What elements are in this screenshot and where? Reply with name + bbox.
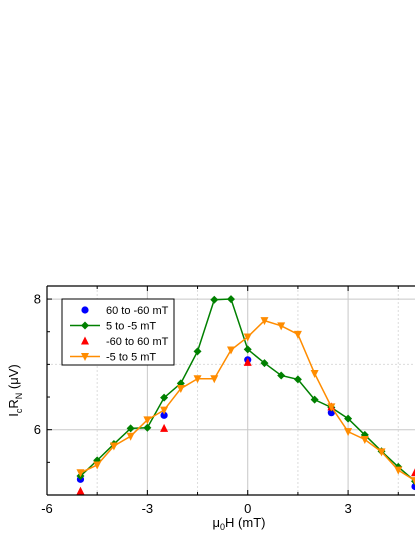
data-point bbox=[277, 371, 286, 380]
data-point bbox=[227, 295, 235, 304]
data-point bbox=[243, 345, 252, 354]
data-point bbox=[126, 432, 135, 441]
data-point bbox=[193, 375, 202, 384]
data-point bbox=[76, 469, 85, 478]
legend-item: 5 to -5 mT bbox=[70, 321, 156, 333]
data-point bbox=[227, 346, 235, 355]
legend-item: -60 to 60 mT bbox=[81, 336, 169, 348]
series-5-to-5-mT bbox=[76, 317, 415, 486]
data-point bbox=[411, 482, 415, 491]
data-point bbox=[260, 359, 269, 368]
legend-marker bbox=[81, 336, 89, 345]
series-60-to-60-mT bbox=[76, 357, 415, 495]
legend-label: 60 to -60 mT bbox=[106, 305, 169, 317]
data-point bbox=[377, 448, 386, 457]
y-tick-label: 6 bbox=[34, 422, 41, 437]
data-point bbox=[293, 330, 302, 339]
y-axis-label: IcRN (μV) bbox=[6, 364, 24, 416]
x-tick-label: -3 bbox=[142, 501, 154, 516]
data-point bbox=[160, 406, 169, 415]
data-point bbox=[293, 375, 302, 384]
legend-label: -60 to 60 mT bbox=[106, 336, 169, 348]
data-point bbox=[411, 477, 415, 486]
data-point bbox=[327, 409, 335, 417]
x-axis-label: μ0H (mT) bbox=[213, 515, 266, 532]
data-point bbox=[176, 385, 185, 394]
data-point bbox=[93, 461, 102, 470]
legend-label: 5 to -5 mT bbox=[106, 321, 156, 333]
legend-item: -5 to 5 mT bbox=[70, 352, 156, 364]
data-point bbox=[210, 295, 219, 304]
data-point bbox=[310, 370, 319, 379]
legend-item: 60 to -60 mT bbox=[81, 305, 169, 317]
data-point bbox=[260, 317, 269, 326]
data-point bbox=[243, 357, 252, 366]
data-point bbox=[210, 375, 219, 384]
legend: 60 to -60 mT 5 to -5 mT -60 to 60 mT -5 to … bbox=[61, 298, 175, 366]
x-tick-label: 3 bbox=[344, 501, 351, 516]
data-point bbox=[143, 423, 152, 432]
legend-marker bbox=[81, 321, 89, 330]
data-point bbox=[394, 466, 403, 475]
data-point bbox=[327, 403, 336, 412]
data-point bbox=[126, 424, 135, 433]
data-point bbox=[109, 442, 118, 451]
data-point bbox=[344, 414, 353, 423]
data-point bbox=[160, 411, 168, 419]
legend-box bbox=[61, 298, 175, 366]
data-point bbox=[143, 416, 152, 425]
data-point bbox=[76, 486, 85, 495]
data-point bbox=[310, 395, 319, 404]
y-tick-label: 8 bbox=[34, 292, 41, 307]
data-point bbox=[193, 347, 202, 356]
legend-marker bbox=[81, 306, 89, 314]
data-point bbox=[411, 468, 415, 477]
x-tick-label: 0 bbox=[244, 501, 251, 516]
data-point bbox=[160, 423, 169, 432]
axes: -6 -3 0 3 6 8 bbox=[34, 285, 415, 516]
legend-marker bbox=[81, 353, 89, 361]
data-point bbox=[243, 333, 252, 342]
data-point bbox=[160, 393, 169, 402]
data-point bbox=[360, 435, 369, 444]
data-point bbox=[277, 322, 286, 331]
series-layer bbox=[76, 295, 415, 495]
data-point bbox=[344, 428, 353, 437]
legend-label: -5 to 5 mT bbox=[106, 352, 156, 364]
x-tick-label: -6 bbox=[41, 501, 53, 516]
series-60-to-60-mT bbox=[76, 356, 415, 491]
